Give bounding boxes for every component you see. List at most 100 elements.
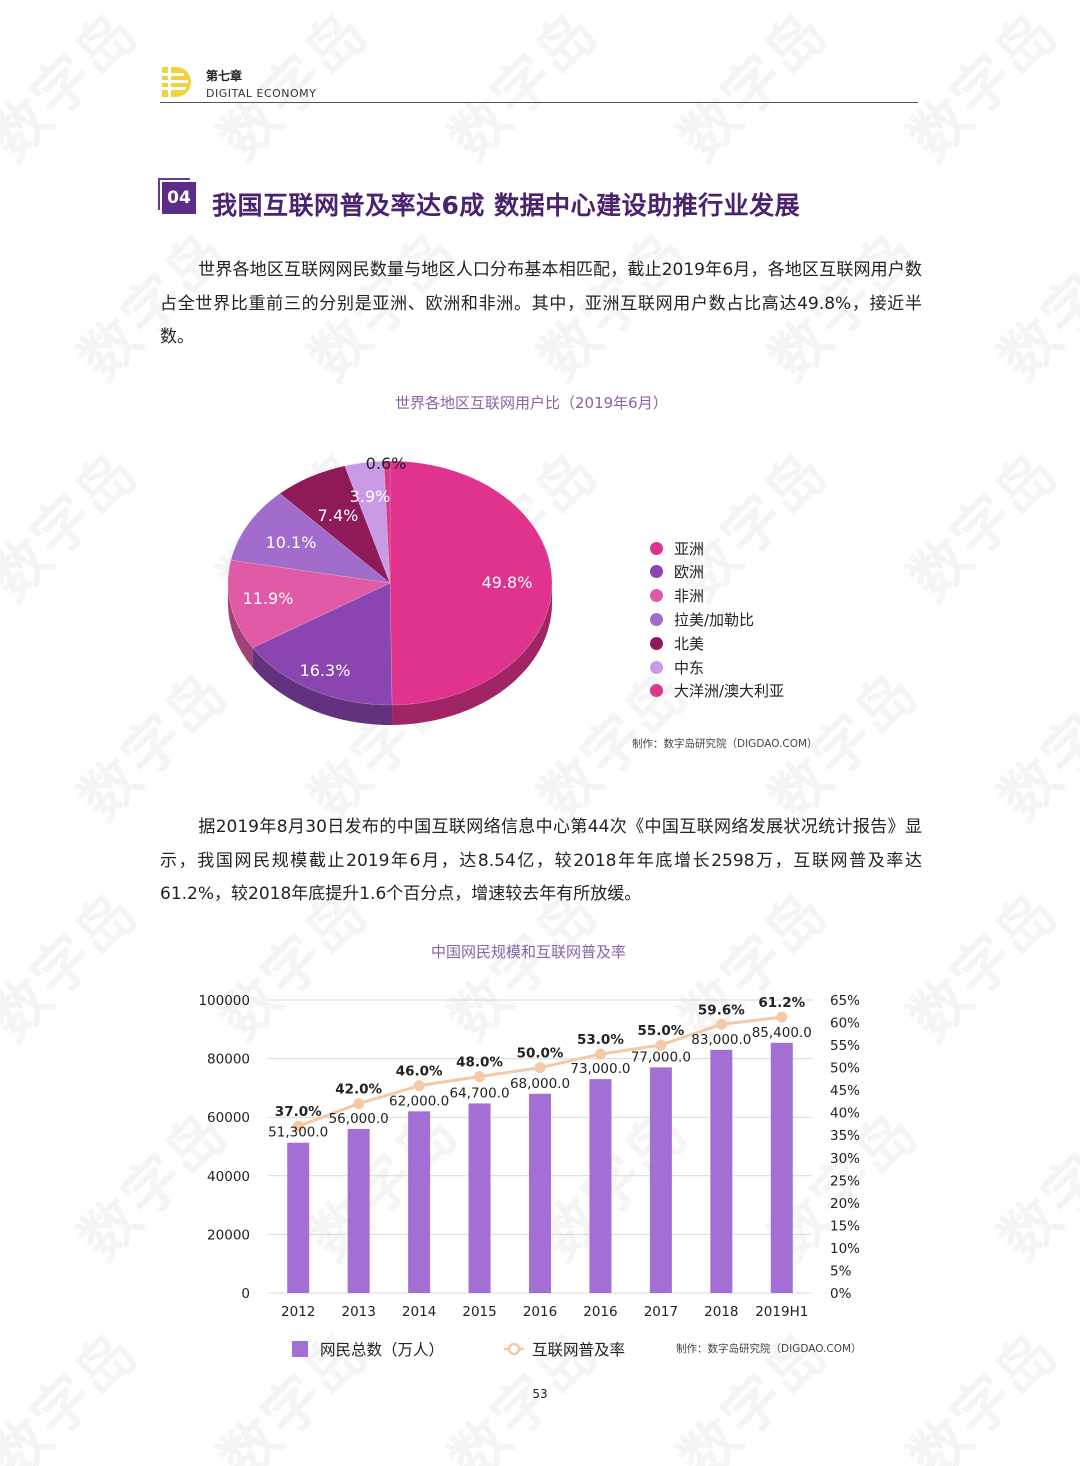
legend-label: 亚洲 bbox=[674, 539, 705, 558]
x-tick-label: 2015 bbox=[462, 1304, 496, 1320]
pie-chart-credit: 制作：数字岛研究院（DIGDAO.COM） bbox=[632, 738, 818, 750]
y-left-tick: 80000 bbox=[207, 1052, 250, 1068]
pie-legend-item: 拉美/加勒比 bbox=[650, 609, 754, 629]
bar bbox=[468, 1103, 491, 1293]
y-left-tick: 20000 bbox=[207, 1227, 250, 1243]
pie-side-2 bbox=[228, 583, 253, 668]
pie-slice-3 bbox=[230, 493, 392, 584]
digital-economy-logo bbox=[162, 67, 191, 97]
pie-legend-item: 亚洲 bbox=[650, 538, 704, 558]
pie-legend-item: 非洲 bbox=[650, 586, 704, 606]
x-tick-label: 2016 bbox=[523, 1304, 557, 1320]
bar bbox=[287, 1142, 310, 1293]
line-point bbox=[413, 1080, 425, 1092]
y-right-tick: 25% bbox=[830, 1173, 860, 1189]
pie-label-2: 11.9% bbox=[243, 589, 294, 608]
pie-slice-2 bbox=[227, 559, 392, 649]
line-point bbox=[292, 1120, 304, 1132]
legend-dot-icon bbox=[650, 541, 663, 555]
x-tick-label: 2012 bbox=[281, 1304, 315, 1320]
bar-data-label: 77,000.0 bbox=[631, 1049, 691, 1065]
line-data-label: 59.6% bbox=[698, 1002, 745, 1018]
pie-legend-item: 欧洲 bbox=[650, 562, 704, 582]
paragraph-2-text: 据2019年8月30日发布的中国互联网络信息中心第44次《中国互联网络发展状况统… bbox=[160, 817, 922, 904]
pie-label-6: 0.6% bbox=[366, 454, 407, 473]
y-left-tick: 40000 bbox=[207, 1169, 250, 1185]
line-point bbox=[776, 1011, 788, 1023]
legend-label: 大洋洲/澳大利亚 bbox=[674, 682, 785, 701]
y-left-tick: 0 bbox=[241, 1286, 250, 1302]
pie-side-0 bbox=[392, 583, 552, 725]
legend-dot-icon bbox=[650, 589, 663, 603]
y-right-tick: 35% bbox=[830, 1128, 860, 1144]
legend-label: 北美 bbox=[674, 634, 705, 653]
line-data-label: 55.0% bbox=[637, 1023, 684, 1039]
page-header: 第七章 DIGITAL ECONOMY bbox=[160, 60, 918, 104]
pie-slice-1 bbox=[252, 582, 393, 706]
page-number: 53 bbox=[532, 1387, 548, 1401]
chapter-label: 第七章 bbox=[206, 69, 243, 83]
pie-label-3: 10.1% bbox=[266, 533, 317, 552]
legend-bar-label: 网民总数（万人） bbox=[320, 1341, 444, 1359]
line-data-label: 37.0% bbox=[275, 1104, 322, 1120]
y-right-tick: 10% bbox=[830, 1241, 860, 1257]
section-title: 我国互联网普及率达6成 数据中心建设助推行业发展 bbox=[212, 191, 801, 220]
pie-label-5: 3.9% bbox=[350, 487, 391, 506]
y-right-tick: 40% bbox=[830, 1106, 860, 1122]
legend-label: 欧洲 bbox=[674, 563, 705, 582]
line-data-label: 50.0% bbox=[517, 1046, 564, 1062]
y-right-tick: 60% bbox=[830, 1016, 860, 1032]
bar bbox=[408, 1111, 431, 1293]
y-right-tick: 5% bbox=[830, 1263, 852, 1279]
pie-slice-5 bbox=[344, 460, 391, 584]
legend-label: 中东 bbox=[674, 658, 705, 677]
legend-dot-icon bbox=[650, 660, 663, 674]
pie-slice-6 bbox=[383, 460, 391, 584]
bar-data-label: 85,400.0 bbox=[752, 1025, 812, 1041]
line-point bbox=[594, 1048, 606, 1060]
section-number: 04 bbox=[162, 182, 196, 214]
y-right-tick: 0% bbox=[830, 1286, 852, 1302]
pie-chart-title: 世界各地区互联网用户比（2019年6月） bbox=[395, 394, 668, 412]
legend-dot-icon bbox=[650, 565, 663, 579]
bar-line-chart: 0 20000 40000 60000 80000 100000 0% 5% 10% 15% 20%… bbox=[198, 993, 860, 1359]
legend-dot-icon bbox=[650, 612, 663, 626]
legend-line-marker-icon bbox=[507, 1342, 521, 1356]
y-right-tick: 30% bbox=[830, 1151, 860, 1167]
line-data-label: 61.2% bbox=[758, 995, 805, 1011]
y-right-tick: 65% bbox=[830, 993, 860, 1009]
line-point bbox=[534, 1062, 546, 1074]
pie-side-1 bbox=[252, 647, 393, 725]
pie-slice-0 bbox=[389, 460, 553, 706]
pie-label-1: 16.3% bbox=[300, 661, 351, 680]
legend-bar-swatch-icon bbox=[292, 1341, 308, 1357]
bar-chart-credit: 制作：数字岛研究院（DIGDAO.COM） bbox=[676, 1343, 862, 1355]
watermark-logo: 数字岛 bbox=[985, 657, 1080, 834]
pie-label-4: 7.4% bbox=[318, 506, 359, 525]
pie-slice-4 bbox=[279, 465, 391, 584]
header-divider bbox=[160, 102, 918, 103]
legend-line-label: 互联网普及率 bbox=[532, 1341, 625, 1359]
x-tick-label: 2017 bbox=[644, 1304, 678, 1320]
y-right-tick: 55% bbox=[830, 1038, 860, 1054]
y-left-tick: 60000 bbox=[207, 1110, 250, 1126]
bar-data-label: 68,000.0 bbox=[510, 1076, 570, 1092]
bar-data-label: 64,700.0 bbox=[449, 1085, 509, 1101]
x-tick-label: 2013 bbox=[341, 1304, 375, 1320]
watermark-logo: 数字岛 bbox=[0, 877, 152, 1054]
bar bbox=[589, 1079, 612, 1293]
watermark-logo: 数字岛 bbox=[985, 1097, 1080, 1274]
watermark-logo: 数字岛 bbox=[985, 217, 1080, 394]
bar bbox=[529, 1093, 551, 1293]
watermark-logo: 数字岛 bbox=[0, 0, 152, 174]
bar-data-label: 56,000.0 bbox=[329, 1111, 389, 1127]
x-tick-label: 2018 bbox=[704, 1304, 738, 1320]
bar-chart-title: 中国网民规模和互联网普及率 bbox=[431, 943, 627, 961]
paragraph-1-text: 世界各地区互联网网民数量与地区人口分布基本相匹配，截止2019年6月，各地区互联… bbox=[160, 260, 922, 347]
legend-label: 拉美/加勒比 bbox=[674, 610, 755, 629]
bar bbox=[649, 1067, 672, 1293]
line-point bbox=[474, 1071, 486, 1083]
section-number-badge: 04 bbox=[158, 178, 198, 218]
watermark-logo: 数字岛 bbox=[895, 437, 1072, 614]
paragraph-1: 世界各地区互联网网民数量与地区人口分布基本相匹配，截止2019年6月，各地区互联… bbox=[160, 254, 922, 355]
